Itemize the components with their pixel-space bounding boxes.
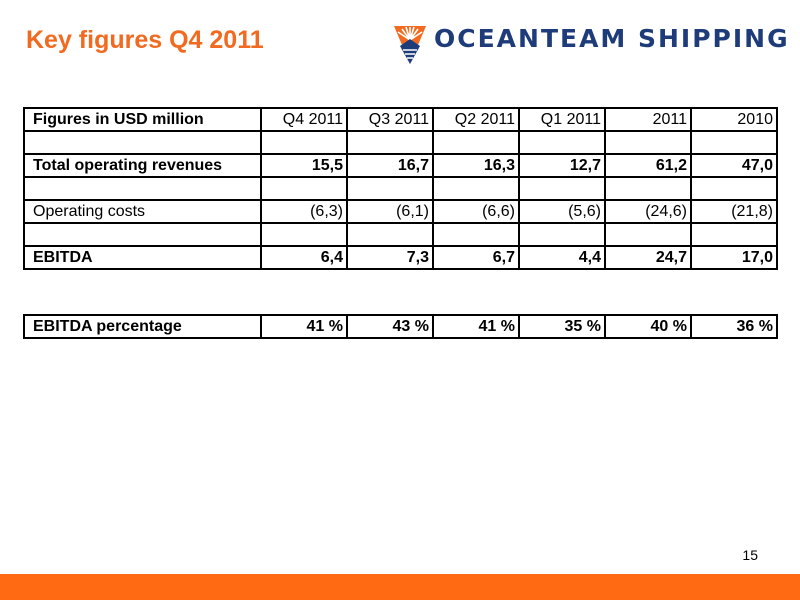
ebitda-percentage-table: EBITDA percentage 41 % 43 % 41 % 35 % 40…	[23, 314, 778, 339]
company-name: OCEANTEAM SHIPPING	[434, 24, 790, 53]
row-label: Total operating revenues	[23, 153, 262, 178]
slide-title: Key figures Q4 2011	[26, 26, 264, 54]
cell: 15,5	[260, 153, 348, 178]
cell: 16,7	[346, 153, 434, 178]
cell: 4,4	[518, 245, 606, 270]
cell: 7,3	[346, 245, 434, 270]
cell: 6,4	[260, 245, 348, 270]
cell: 41 %	[260, 314, 348, 339]
row-label	[23, 130, 262, 155]
cell	[604, 176, 692, 201]
header-col-2010: 2010	[690, 107, 778, 132]
cell: (6,1)	[346, 199, 434, 224]
footer-bar	[0, 574, 800, 600]
row-label: EBITDA	[23, 245, 262, 270]
cell: (24,6)	[604, 199, 692, 224]
cell	[260, 222, 348, 247]
cell: 24,7	[604, 245, 692, 270]
cell: 47,0	[690, 153, 778, 178]
table-row-total-operating-revenues: Total operating revenues 15,5 16,7 16,3 …	[23, 153, 778, 178]
cell: 17,0	[690, 245, 778, 270]
row-label	[23, 176, 262, 201]
row-label: EBITDA percentage	[23, 314, 262, 339]
cell: 36 %	[690, 314, 778, 339]
row-label: Operating costs	[23, 199, 262, 224]
cell	[432, 130, 520, 155]
row-label	[23, 222, 262, 247]
cell	[518, 176, 606, 201]
cell	[690, 222, 778, 247]
header-label: Figures in USD million	[23, 107, 262, 132]
table-row-operating-costs: Operating costs (6,3) (6,1) (6,6) (5,6) …	[23, 199, 778, 224]
table-row-ebitda-percentage: EBITDA percentage 41 % 43 % 41 % 35 % 40…	[23, 314, 778, 339]
cell	[260, 176, 348, 201]
cell: 43 %	[346, 314, 434, 339]
cell	[346, 222, 434, 247]
cell: 35 %	[518, 314, 606, 339]
cell: 41 %	[432, 314, 520, 339]
cell	[260, 130, 348, 155]
cell: (21,8)	[690, 199, 778, 224]
page-number: 15	[742, 547, 758, 563]
cell	[346, 176, 434, 201]
header-col-q4-2011: Q4 2011	[260, 107, 348, 132]
cell	[690, 176, 778, 201]
key-figures-table: Figures in USD million Q4 2011 Q3 2011 Q…	[23, 107, 778, 270]
cell	[518, 222, 606, 247]
table-row-ebitda: EBITDA 6,4 7,3 6,7 4,4 24,7 17,0	[23, 245, 778, 270]
cell: 40 %	[604, 314, 692, 339]
sunrise-logo-icon	[394, 26, 426, 64]
cell	[690, 130, 778, 155]
cell: 16,3	[432, 153, 520, 178]
cell	[518, 130, 606, 155]
cell: 61,2	[604, 153, 692, 178]
table-row-spacer	[23, 176, 778, 201]
table-row-spacer	[23, 130, 778, 155]
cell: 12,7	[518, 153, 606, 178]
cell	[432, 222, 520, 247]
header-col-q2-2011: Q2 2011	[432, 107, 520, 132]
cell	[346, 130, 434, 155]
table-header-row: Figures in USD million Q4 2011 Q3 2011 Q…	[23, 107, 778, 132]
cell	[604, 222, 692, 247]
header-col-q1-2011: Q1 2011	[518, 107, 606, 132]
cell	[604, 130, 692, 155]
cell: (6,3)	[260, 199, 348, 224]
cell: (5,6)	[518, 199, 606, 224]
cell	[432, 176, 520, 201]
header-col-2011: 2011	[604, 107, 692, 132]
cell: 6,7	[432, 245, 520, 270]
cell: (6,6)	[432, 199, 520, 224]
header-col-q3-2011: Q3 2011	[346, 107, 434, 132]
table-row-spacer	[23, 222, 778, 247]
